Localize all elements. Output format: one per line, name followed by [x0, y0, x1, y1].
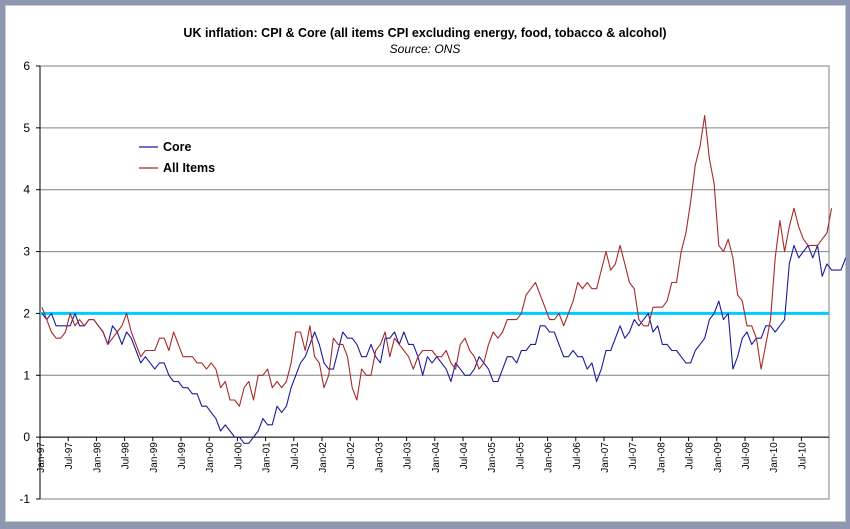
x-tick-label: Jul-08: [685, 442, 696, 470]
x-tick-label: Jul-98: [121, 442, 132, 470]
x-tick-label: Jan-03: [374, 442, 385, 473]
x-tick-label: Jan-97: [36, 442, 47, 473]
chart-title: UK inflation: CPI & Core (all items CPI …: [183, 26, 666, 40]
x-tick-label: Jul-03: [403, 442, 414, 470]
series-line-all-items: [41, 114, 833, 407]
x-tick-label: Jul-01: [290, 442, 301, 470]
y-tick-label: 6: [23, 59, 30, 73]
x-tick-label: Jul-02: [346, 442, 357, 470]
legend-label-core: Core: [163, 140, 192, 154]
x-tick-label: Jan-06: [544, 442, 555, 473]
x-tick-label: Jan-02: [318, 442, 329, 473]
x-tick-label: Jan-04: [431, 442, 442, 473]
x-tick-label: Jul-04: [459, 442, 470, 470]
legend: Core All Items: [139, 140, 215, 175]
x-tick-label: Jul-05: [515, 442, 526, 470]
legend-label-all-items: All Items: [163, 161, 215, 175]
y-tick-label: 2: [23, 306, 30, 320]
x-tick-label: Jul-07: [628, 442, 639, 470]
x-tick-label: Jul-97: [64, 442, 75, 470]
chart-panel: [5, 5, 846, 522]
x-tick-label: Jul-00: [233, 442, 244, 470]
y-tick-label: 3: [23, 245, 30, 259]
x-tick-label: Jul-10: [797, 442, 808, 470]
y-tick-label: 4: [23, 183, 30, 197]
x-tick-label: Jul-99: [177, 442, 188, 470]
y-tick-label: -1: [19, 492, 30, 506]
x-tick-label: Jan-00: [205, 442, 216, 473]
series-line-core: [41, 244, 847, 444]
x-tick-label: Jan-01: [262, 442, 273, 473]
x-tick-label: Jan-08: [656, 442, 667, 473]
x-tick-label: Jan-09: [713, 442, 724, 473]
y-tick-label: 0: [23, 430, 30, 444]
x-tick-label: Jul-06: [572, 442, 583, 470]
chart-subtitle: Source: ONS: [390, 42, 461, 56]
plot-area: [39, 65, 830, 500]
x-tick-label: Jan-07: [600, 442, 611, 473]
x-tick-label: Jan-99: [149, 442, 160, 473]
x-tick-label: Jul-09: [741, 442, 752, 470]
x-tick-label: Jan-98: [92, 442, 103, 473]
x-tick-label: Jan-05: [487, 442, 498, 473]
y-tick-label: 1: [23, 368, 30, 382]
y-tick-label: 5: [23, 121, 30, 135]
x-tick-label: Jan-10: [769, 442, 780, 473]
